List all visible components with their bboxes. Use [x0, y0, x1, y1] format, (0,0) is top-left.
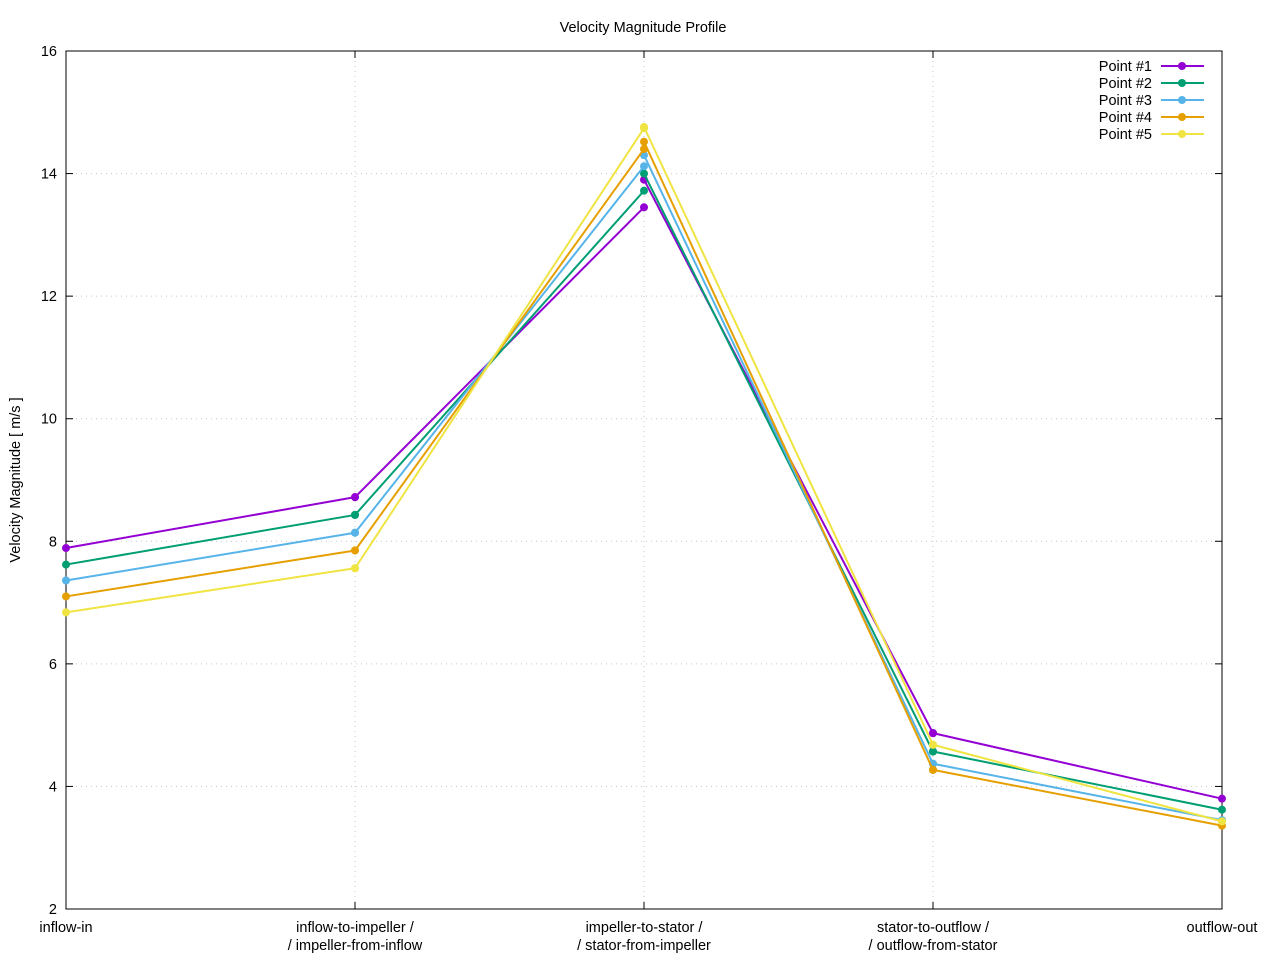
series-segment	[643, 154, 934, 765]
data-point	[1218, 805, 1226, 814]
legend-marker	[1178, 79, 1186, 87]
data-point	[640, 137, 648, 146]
data-point	[640, 169, 648, 178]
x-tick-label: stator-to-outflow / / outflow-from-stator	[869, 920, 998, 954]
y-tick-label: 12	[41, 289, 57, 305]
series-segment	[643, 141, 934, 771]
data-point	[1218, 817, 1226, 826]
y-tick-label: 6	[49, 657, 57, 673]
data-point	[640, 162, 648, 171]
chart-title: Velocity Magnitude Profile	[560, 20, 727, 36]
y-tick-label: 8	[49, 534, 57, 550]
series-segment	[354, 127, 645, 569]
x-tick-label: impeller-to-stator / / stator-from-impell…	[577, 920, 711, 954]
data-point	[351, 493, 359, 502]
data-point	[929, 765, 937, 774]
x-tick-label: inflow-to-impeller / / impeller-from-infl…	[288, 920, 423, 954]
series-segment	[932, 762, 1223, 822]
legend-marker	[1178, 96, 1186, 104]
y-axis-label: Velocity Magnitude [ m/s ]	[8, 397, 24, 562]
series-segment	[643, 126, 934, 746]
data-point	[929, 740, 937, 749]
y-tick-label: 4	[49, 779, 57, 795]
y-tick-label: 16	[41, 44, 57, 60]
data-point	[62, 560, 70, 569]
legend-label: Point #2	[1099, 76, 1152, 92]
legend-label: Point #3	[1099, 93, 1152, 109]
y-tick-label: 2	[49, 902, 57, 918]
data-point	[929, 729, 937, 738]
axes: 2 4 6 8 10 12 14 16 inflow-in inflow-to-impeller …	[39, 44, 1257, 954]
x-tick-label: inflow-in	[39, 920, 92, 936]
data-point	[62, 544, 70, 553]
data-point	[351, 528, 359, 537]
series-segment	[65, 549, 356, 598]
series-segment	[643, 173, 934, 752]
data-point	[351, 546, 359, 555]
data-point	[351, 510, 359, 519]
series-segment	[65, 513, 356, 566]
data-point	[62, 576, 70, 585]
series-segment	[65, 496, 356, 550]
legend-label: Point #1	[1099, 59, 1152, 75]
data-point	[62, 608, 70, 617]
legend-marker	[1178, 113, 1186, 121]
series-point-5	[62, 122, 1226, 826]
data-point	[62, 592, 70, 601]
legend-marker	[1178, 130, 1186, 138]
series-lines	[62, 122, 1226, 830]
legend-label: Point #4	[1099, 110, 1152, 126]
series-segment	[65, 567, 356, 614]
x-tick-label: outflow-out	[1187, 920, 1258, 936]
plot-border	[65, 50, 1223, 910]
series-segment	[932, 750, 1223, 811]
data-point	[929, 747, 937, 756]
series-segment	[932, 732, 1223, 800]
data-point	[351, 564, 359, 573]
y-tick-label: 10	[41, 412, 57, 428]
y-tick-label: 14	[41, 167, 57, 183]
data-point	[640, 122, 648, 131]
data-point	[1218, 794, 1226, 803]
legend-label: Point #5	[1099, 127, 1152, 143]
data-point	[640, 186, 648, 195]
series-segment	[932, 743, 1223, 823]
series-segment	[65, 531, 356, 582]
data-point	[640, 203, 648, 212]
series-segment	[354, 190, 645, 516]
series-point-2	[62, 169, 1226, 814]
legend-marker	[1178, 62, 1186, 70]
series-segment	[932, 768, 1223, 827]
